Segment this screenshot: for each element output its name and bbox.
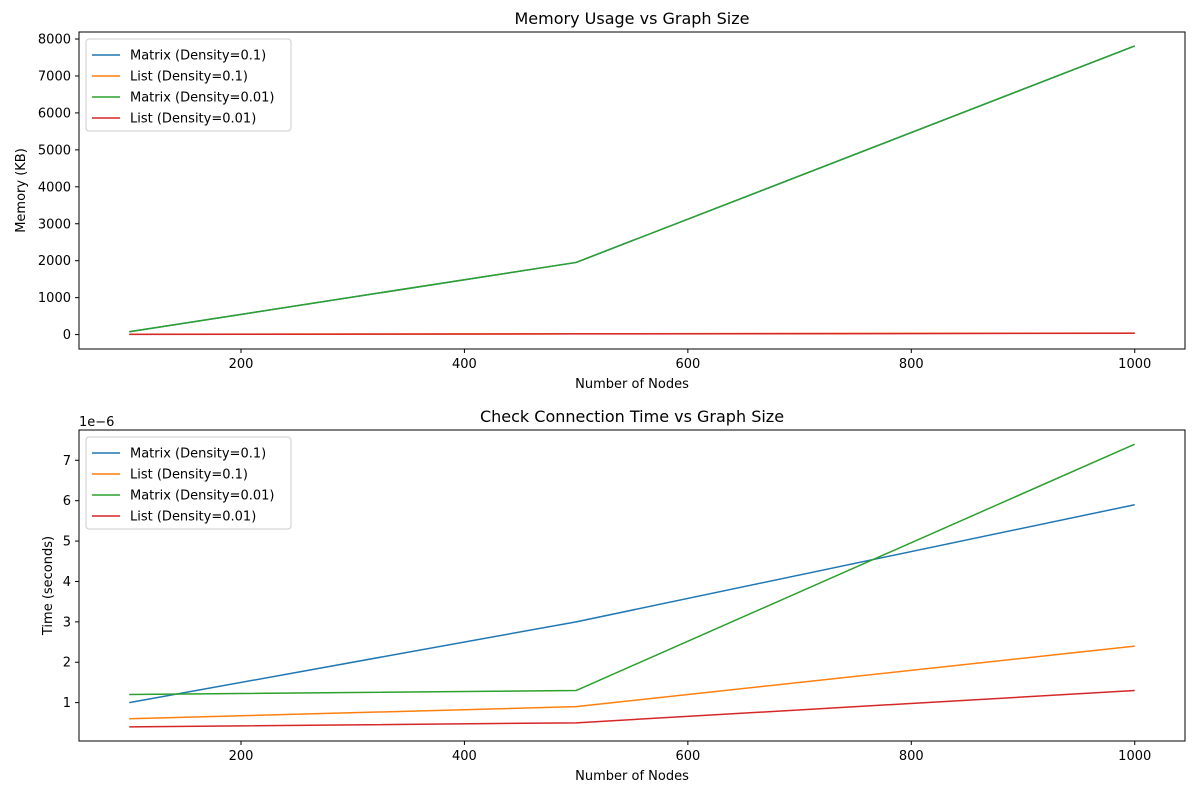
y-tick-label: 4 [63,575,71,590]
legend-entry-label: List (Density=0.01) [130,112,256,127]
y-axis: 0 1000 2000 3000 4000 5000 6000 7000 8000 [38,33,79,343]
y-tick-label: 7 [63,454,71,469]
series-line-1 [129,503,1135,704]
x-axis-label: Number of Nodes [575,769,689,784]
x-tick-label: 800 [899,749,924,764]
series-line-3 [129,45,1136,333]
y-tick-label: 7000 [38,69,71,84]
series-line-4 [129,332,1135,336]
legend-box [85,38,292,132]
series-lines [129,443,1136,728]
x-tick-label: 1000 [1118,357,1151,372]
legend-entry-label: Matrix (Density=0.1) [130,49,266,64]
x-tick-label: 400 [452,357,477,372]
y-tick-label: 1 [63,696,71,711]
x-tick-label: 600 [675,749,700,764]
legend-entry-label: List (Density=0.1) [130,468,248,483]
legend-entry-label: List (Density=0.1) [130,70,248,85]
series-line-3 [129,443,1136,696]
y-axis-label: Time (seconds) [41,536,56,636]
x-axis-label: Number of Nodes [575,377,689,392]
legend: Matrix (Density=0.1) List (Density=0.1) Ma… [85,436,292,530]
legend-entry-label: Matrix (Density=0.1) [130,447,266,462]
x-tick-label: 200 [229,357,254,372]
series-line-2 [129,645,1135,720]
y-tick-label: 1000 [38,291,71,306]
plot-frame [78,429,1186,742]
legend: Matrix (Density=0.1) List (Density=0.1) Ma… [85,38,292,132]
chart-panel-1: Memory Usage vs Graph Size 200 400 600 800 10… [14,9,1186,392]
chart-panel-2: Check Connection Time vs Graph Size 200 40… [41,407,1186,784]
x-tick-label: 600 [675,357,700,372]
chart-title: Check Connection Time vs Graph Size [480,407,784,426]
x-tick-label: 1000 [1118,749,1151,764]
series-lines [129,45,1136,336]
plot-frame [78,31,1186,350]
y-axis-label: Memory (KB) [14,148,29,233]
y-tick-label: 4000 [38,180,71,195]
y-tick-label: 0 [63,328,71,343]
x-axis: 200 400 600 800 1000 [229,741,1151,764]
y-tick-label: 6 [63,494,71,509]
chart-title: Memory Usage vs Graph Size [515,9,750,28]
y-tick-label: 5 [63,535,71,550]
y-offset-text: 1e−6 [79,415,114,430]
y-tick-label: 6000 [38,106,71,121]
x-tick-label: 200 [229,749,254,764]
legend-entry-label: Matrix (Density=0.01) [130,489,274,504]
x-axis: 200 400 600 800 1000 [229,349,1151,372]
y-axis: 1 2 3 4 5 6 7 [63,454,79,711]
y-tick-label: 2 [63,656,71,671]
y-tick-label: 8000 [38,33,71,48]
legend-box [85,436,292,530]
y-tick-label: 5000 [38,143,71,158]
y-tick-label: 2000 [38,254,71,269]
x-tick-label: 400 [452,749,477,764]
x-tick-label: 800 [899,357,924,372]
y-tick-label: 3 [63,615,71,630]
legend-entry-label: List (Density=0.01) [130,510,256,525]
series-line-4 [129,689,1135,728]
y-tick-label: 3000 [38,217,71,232]
legend-entry-label: Matrix (Density=0.01) [130,91,274,106]
